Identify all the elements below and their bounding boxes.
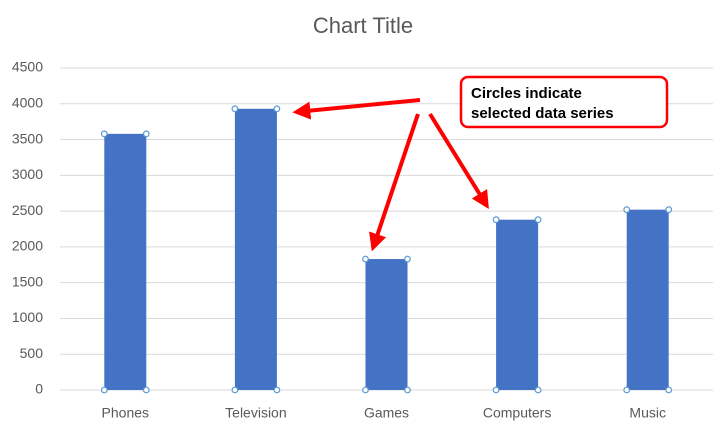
selection-handle [665, 386, 673, 394]
selection-handle [362, 386, 369, 394]
selection-handle [404, 255, 411, 263]
y-tick-label: 4000 [12, 94, 43, 110]
arrow [292, 98, 421, 120]
selection-handle [534, 386, 542, 394]
selection-handle [534, 216, 542, 224]
y-tick-label: 2500 [12, 202, 43, 218]
x-tick-label: Games [364, 405, 409, 421]
selection-handle [623, 386, 631, 394]
selection-handle [100, 130, 108, 138]
selection-handle [665, 206, 673, 214]
y-tick-label: 2000 [12, 238, 43, 254]
selection-handle [273, 386, 281, 394]
selection-handle [404, 386, 411, 394]
selection-handle [492, 216, 500, 224]
selection-handle [231, 105, 239, 113]
annotation-text: selected data series [471, 105, 614, 122]
y-tick-label: 1000 [12, 309, 43, 325]
selection-handle [273, 105, 281, 113]
arrow [369, 113, 420, 252]
x-tick-label: Phones [102, 405, 149, 421]
arrow [428, 112, 489, 210]
x-tick-label: Computers [483, 405, 551, 421]
selection-handle [492, 386, 500, 394]
bar [365, 259, 408, 390]
selection-handle [142, 130, 150, 138]
annotation-text: Circles indicate [471, 85, 582, 102]
y-tick-label: 500 [20, 345, 44, 361]
plot-area: 0 500 1000 1500 2000 2500 3000 3500 4000 4500 Phon… [12, 59, 713, 421]
chart-title: Chart Title [313, 13, 413, 38]
bar [104, 133, 147, 390]
selection-handle [142, 386, 150, 394]
y-tick-label: 0 [35, 381, 43, 397]
annotation-box [459, 75, 669, 129]
selection-handle [362, 255, 369, 263]
selection-handle [623, 206, 631, 214]
selection-handle [231, 386, 239, 394]
bar [496, 219, 539, 390]
y-tick-label: 1500 [12, 273, 43, 289]
bar [626, 209, 669, 390]
annotation: Circles indicate selected data series [292, 75, 669, 252]
y-tick-label: 3500 [12, 130, 43, 146]
bar [234, 108, 277, 390]
y-tick-label: 3000 [12, 166, 43, 182]
x-tick-label: Music [629, 405, 666, 421]
y-tick-label: 4500 [12, 59, 43, 75]
x-tick-label: Television [225, 405, 286, 421]
selection-handle [100, 386, 108, 394]
